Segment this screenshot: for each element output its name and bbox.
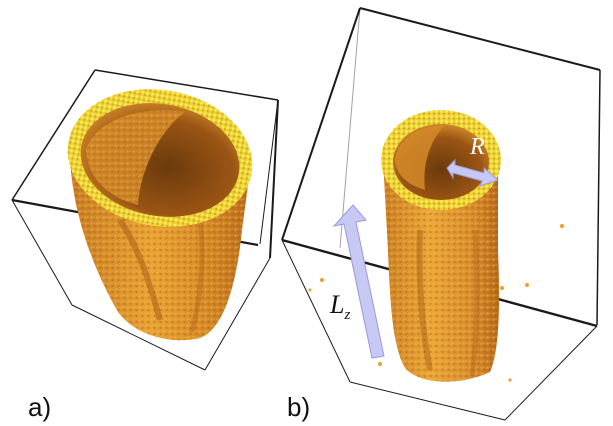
panel-a — [11, 69, 279, 371]
length-label: Lz — [329, 290, 350, 323]
radius-arrow — [446, 158, 499, 187]
panel-b-label: b) — [287, 392, 311, 422]
length-arrow — [332, 204, 385, 359]
radius-label: R — [469, 134, 485, 160]
panel-b: R Lz — [281, 7, 601, 421]
stray-particles — [308, 224, 564, 382]
panel-a-label: a) — [28, 392, 52, 422]
panel-a-box-front-edges — [269, 99, 279, 259]
